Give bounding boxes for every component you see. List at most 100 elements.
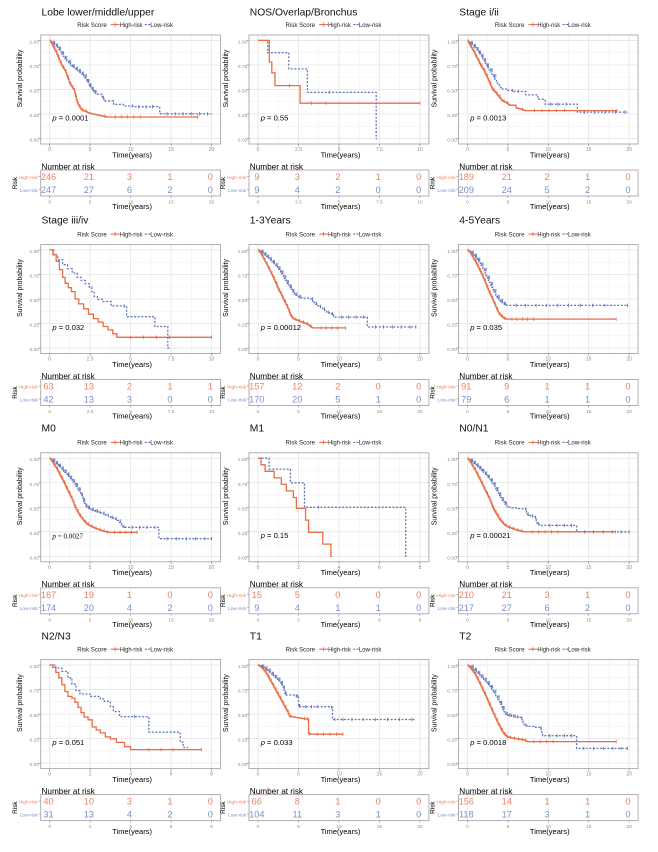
svg-text:0.00: 0.00 (447, 138, 457, 144)
svg-text:0: 0 (625, 590, 630, 600)
svg-text:Survival probability: Survival probability (17, 259, 24, 317)
svg-text:Risk Score: Risk Score (286, 439, 316, 446)
svg-text:Time(years): Time(years) (112, 412, 152, 421)
svg-text:1.00: 1.00 (447, 249, 457, 255)
svg-text:0: 0 (416, 395, 421, 405)
svg-text:20: 20 (626, 409, 632, 415)
svg-text:p = 0.00021: p = 0.00021 (469, 531, 510, 540)
svg-text:20: 20 (626, 771, 632, 777)
svg-text:0: 0 (625, 603, 630, 613)
svg-text:15: 15 (168, 565, 174, 571)
svg-text:10: 10 (545, 200, 551, 206)
svg-text:5: 5 (297, 409, 300, 415)
svg-text:Survival probability: Survival probability (223, 49, 230, 107)
svg-text:0: 0 (257, 617, 260, 623)
svg-text:High-risk: High-risk (227, 175, 247, 181)
svg-text:Time(years): Time(years) (530, 826, 570, 835)
svg-text:2: 2 (336, 382, 341, 392)
svg-text:Low-risk: Low-risk (150, 231, 174, 238)
svg-text:20: 20 (84, 603, 94, 613)
svg-text:1.00: 1.00 (29, 664, 39, 670)
svg-text:Time(years): Time(years) (530, 151, 570, 160)
svg-text:10: 10 (337, 357, 343, 363)
svg-text:20: 20 (417, 771, 423, 777)
svg-text:0.25: 0.25 (447, 531, 457, 537)
svg-text:p = 0.051: p = 0.051 (51, 737, 84, 746)
svg-text:247: 247 (41, 186, 56, 196)
svg-text:1: 1 (167, 796, 172, 806)
svg-text:12: 12 (292, 382, 302, 392)
svg-text:Number at risk: Number at risk (250, 787, 304, 796)
svg-text:Time(years): Time(years) (112, 620, 152, 629)
svg-text:Number at risk: Number at risk (42, 787, 96, 796)
svg-text:Time(years): Time(years) (321, 203, 361, 212)
svg-text:Survival probability: Survival probability (17, 49, 24, 107)
svg-text:2.5: 2.5 (87, 357, 94, 363)
svg-text:p = 0.55: p = 0.55 (260, 114, 289, 123)
svg-text:15: 15 (168, 147, 174, 153)
svg-text:0.50: 0.50 (29, 506, 39, 512)
svg-text:p = 0.033: p = 0.033 (260, 737, 293, 746)
svg-text:Number at risk: Number at risk (459, 787, 513, 796)
svg-text:10: 10 (84, 796, 94, 806)
svg-text:0: 0 (167, 395, 172, 405)
svg-text:5: 5 (336, 395, 341, 405)
svg-text:10: 10 (128, 565, 134, 571)
svg-text:Risk Score: Risk Score (77, 439, 107, 446)
svg-text:1: 1 (336, 796, 341, 806)
svg-text:4: 4 (129, 824, 132, 830)
svg-text:5: 5 (506, 200, 509, 206)
svg-text:10: 10 (417, 147, 423, 153)
svg-text:Time(years): Time(years) (112, 774, 152, 783)
svg-text:10: 10 (337, 824, 343, 830)
svg-text:0: 0 (257, 409, 260, 415)
svg-text:1-3Years: 1-3Years (250, 216, 291, 227)
svg-text:Survival probability: Survival probability (17, 673, 24, 731)
svg-text:5: 5 (506, 409, 509, 415)
svg-text:Number at risk: Number at risk (42, 580, 96, 589)
svg-text:p = 0.0001: p = 0.0001 (51, 114, 88, 123)
svg-text:High-risk: High-risk (227, 593, 247, 599)
svg-text:5: 5 (506, 771, 509, 777)
svg-text:0.75: 0.75 (238, 688, 248, 694)
svg-text:Risk: Risk (220, 176, 227, 189)
svg-text:5: 5 (506, 565, 509, 571)
svg-text:2: 2 (167, 809, 172, 819)
svg-text:Number at risk: Number at risk (459, 163, 513, 172)
svg-text:20: 20 (626, 824, 632, 830)
svg-text:Risk: Risk (220, 800, 227, 813)
svg-text:p = 0.0018: p = 0.0018 (469, 737, 506, 746)
svg-text:Risk: Risk (12, 176, 19, 189)
svg-text:Survival probability: Survival probability (223, 259, 230, 317)
svg-text:Stage i/ii: Stage i/ii (459, 8, 499, 19)
svg-text:7.5: 7.5 (168, 357, 175, 363)
svg-text:13: 13 (84, 809, 94, 819)
svg-text:170: 170 (249, 395, 264, 405)
svg-text:High-risk: High-risk (328, 22, 351, 29)
svg-text:0.25: 0.25 (238, 323, 248, 329)
svg-text:0.75: 0.75 (29, 64, 39, 70)
svg-text:4: 4 (129, 771, 132, 777)
svg-text:0.75: 0.75 (447, 688, 457, 694)
svg-text:0: 0 (48, 357, 51, 363)
svg-text:0.25: 0.25 (29, 113, 39, 119)
svg-text:High-risk: High-risk (328, 439, 351, 446)
svg-text:11: 11 (293, 809, 303, 819)
svg-text:Time(years): Time(years) (321, 360, 361, 369)
svg-text:Low-risk: Low-risk (568, 22, 592, 29)
svg-text:0.50: 0.50 (238, 298, 248, 304)
svg-text:2: 2 (167, 186, 172, 196)
svg-text:5: 5 (129, 357, 132, 363)
svg-text:Low-risk: Low-risk (359, 439, 383, 446)
svg-text:Low-risk: Low-risk (150, 22, 174, 29)
svg-text:15: 15 (586, 771, 592, 777)
svg-text:Low-risk: Low-risk (437, 398, 456, 404)
svg-text:Risk Score: Risk Score (77, 22, 107, 29)
svg-text:Risk Score: Risk Score (286, 231, 316, 238)
svg-text:Survival probability: Survival probability (431, 673, 438, 731)
svg-text:High-risk: High-risk (436, 593, 456, 599)
svg-text:0: 0 (466, 824, 469, 830)
svg-text:0: 0 (416, 590, 421, 600)
svg-text:10: 10 (337, 771, 343, 777)
svg-text:High-risk: High-risk (227, 385, 247, 391)
